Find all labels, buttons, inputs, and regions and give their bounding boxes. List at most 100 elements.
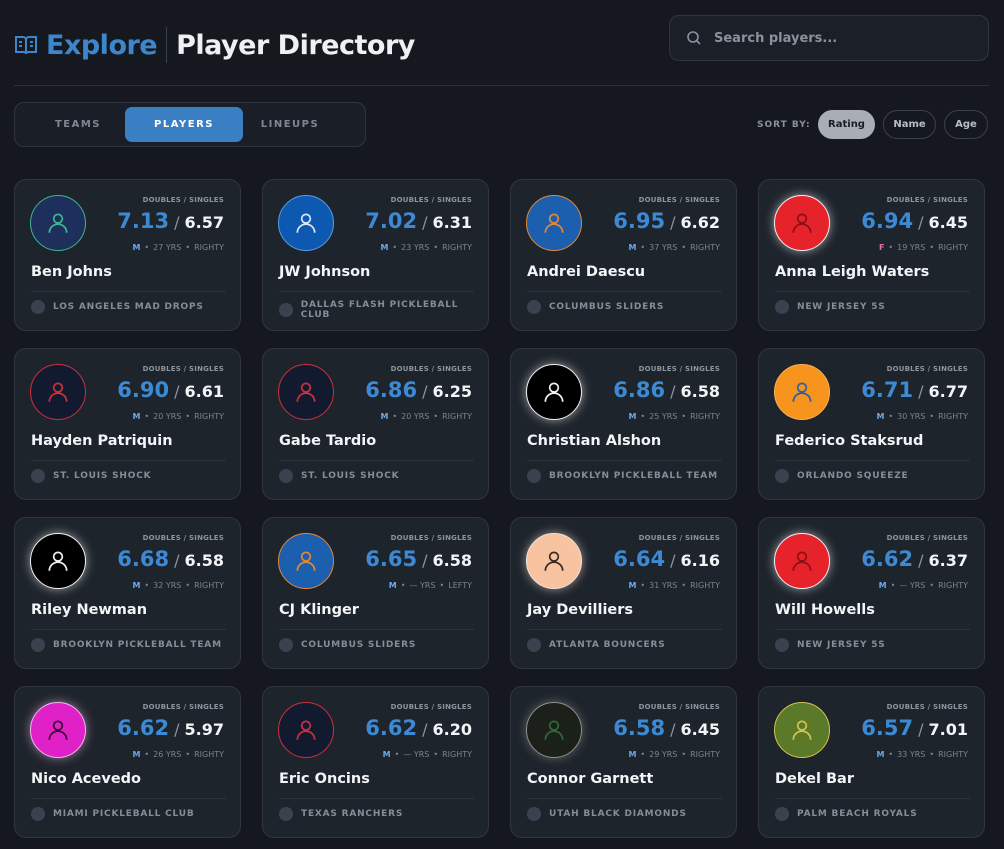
player-card[interactable]: DOUBLES / SINGLES 7.136.57 M27 YRS RIGHTY Be…: [14, 179, 241, 331]
section-title[interactable]: Explore: [46, 29, 158, 61]
player-card[interactable]: DOUBLES / SINGLES 6.577.01 M33 YRS RIGHTY De…: [758, 686, 985, 838]
team: COLUMBUS SLIDERS: [527, 300, 664, 314]
singles-rating: 6.77: [913, 382, 968, 401]
player-card[interactable]: DOUBLES / SINGLES 6.656.58 M — YRS LEFTY CJ K…: [262, 517, 489, 669]
sort-option[interactable]: Rating: [818, 110, 875, 139]
person-icon: [792, 213, 812, 233]
ratings: 6.625.97: [117, 716, 224, 740]
age: 29 YRS: [640, 750, 677, 759]
player-card[interactable]: DOUBLES / SINGLES 6.626.37 M — YRS RIGHTY Wil…: [758, 517, 985, 669]
player-card[interactable]: DOUBLES / SINGLES 6.646.16 M31 YRS RIGHTY Ja…: [510, 517, 737, 669]
team-name: UTAH BLACK DIAMONDS: [549, 809, 687, 819]
doubles-rating: 6.62: [861, 547, 914, 571]
divider: [775, 460, 970, 461]
avatar: [774, 364, 830, 420]
search-box[interactable]: Search players...: [669, 15, 989, 61]
sort-option[interactable]: Name: [883, 110, 936, 139]
player-card[interactable]: DOUBLES / SINGLES 6.626.20 M — YRS RIGHTY Eri…: [262, 686, 489, 838]
singles-rating: 6.58: [417, 551, 472, 570]
doubles-rating: 7.02: [365, 209, 418, 233]
player-card[interactable]: DOUBLES / SINGLES 7.026.31 M23 YRS RIGHTY JW…: [262, 179, 489, 331]
rating-label: DOUBLES / SINGLES: [390, 534, 472, 542]
player-name: Christian Alshon: [527, 433, 662, 449]
player-meta: M30 YRS RIGHTY: [876, 412, 968, 421]
doubles-rating: 6.62: [365, 716, 418, 740]
singles-rating: 6.58: [169, 551, 224, 570]
team-logo: [31, 638, 45, 652]
age: 32 YRS: [144, 581, 181, 590]
tab[interactable]: TEAMS: [54, 119, 102, 130]
person-icon: [792, 551, 812, 571]
person-icon: [544, 213, 564, 233]
team-logo: [31, 469, 45, 483]
player-card[interactable]: DOUBLES / SINGLES 6.586.45 M29 YRS RIGHTY Co…: [510, 686, 737, 838]
gender: M: [382, 750, 391, 759]
team-name: ST. LOUIS SHOCK: [301, 471, 400, 481]
avatar: [278, 533, 334, 589]
team-logo: [527, 300, 541, 314]
team-name: DALLAS FLASH PICKLEBALL CLUB: [300, 300, 459, 320]
team-logo: [527, 807, 541, 821]
handedness: RIGHTY: [929, 750, 968, 759]
rating-label: DOUBLES / SINGLES: [886, 365, 968, 373]
handedness: RIGHTY: [681, 581, 720, 590]
team-logo: [775, 638, 789, 652]
player-name: CJ Klinger: [279, 602, 359, 618]
player-card[interactable]: DOUBLES / SINGLES 6.625.97 M26 YRS RIGHTY Ni…: [14, 686, 241, 838]
player-card[interactable]: DOUBLES / SINGLES 6.956.62 M37 YRS RIGHTY An…: [510, 179, 737, 331]
rating-label: DOUBLES / SINGLES: [638, 365, 720, 373]
avatar: [774, 533, 830, 589]
doubles-rating: 6.65: [365, 547, 418, 571]
person-icon: [296, 720, 316, 740]
team: BROOKLYN PICKLEBALL TEAM: [527, 469, 718, 483]
gender: M: [132, 750, 141, 759]
ratings: 6.686.58: [117, 547, 224, 571]
rating-label: DOUBLES / SINGLES: [638, 196, 720, 204]
player-card[interactable]: DOUBLES / SINGLES 6.686.58 M32 YRS RIGHTY Ri…: [14, 517, 241, 669]
avatar: [526, 533, 582, 589]
rating-label: DOUBLES / SINGLES: [390, 703, 472, 711]
singles-rating: 6.31: [417, 213, 472, 232]
team: BROOKLYN PICKLEBALL TEAM: [31, 638, 222, 652]
player-card[interactable]: DOUBLES / SINGLES 6.716.77 M30 YRS RIGHTY Fe…: [758, 348, 985, 500]
singles-rating: 6.61: [169, 382, 224, 401]
player-meta: F19 YRS RIGHTY: [879, 243, 968, 252]
sort-label: SORT BY:: [757, 120, 811, 130]
player-card[interactable]: DOUBLES / SINGLES 6.906.61 M20 YRS RIGHTY Ha…: [14, 348, 241, 500]
handedness: LEFTY: [440, 581, 472, 590]
ratings: 6.626.20: [365, 716, 472, 740]
divider: [775, 629, 970, 630]
avatar: [774, 702, 830, 758]
tab[interactable]: LINEUPS: [260, 119, 320, 130]
handedness: RIGHTY: [929, 581, 968, 590]
player-card[interactable]: DOUBLES / SINGLES 6.866.25 M20 YRS RIGHTY Ga…: [262, 348, 489, 500]
singles-rating: 6.25: [417, 382, 472, 401]
doubles-rating: 6.71: [861, 378, 914, 402]
ratings: 6.656.58: [365, 547, 472, 571]
team-name: TEXAS RANCHERS: [301, 809, 404, 819]
age: 23 YRS: [392, 243, 429, 252]
person-icon: [792, 382, 812, 402]
team: NEW JERSEY 5S: [775, 638, 886, 652]
singles-rating: 6.37: [913, 551, 968, 570]
team: UTAH BLACK DIAMONDS: [527, 807, 687, 821]
player-name: Gabe Tardio: [279, 433, 377, 449]
player-card[interactable]: DOUBLES / SINGLES 6.866.58 M25 YRS RIGHTY Ch…: [510, 348, 737, 500]
gender: M: [132, 412, 141, 421]
divider: [775, 291, 970, 292]
handedness: RIGHTY: [433, 750, 472, 759]
handedness: RIGHTY: [185, 750, 224, 759]
player-card[interactable]: DOUBLES / SINGLES 6.946.45 F19 YRS RIGHTY An…: [758, 179, 985, 331]
doubles-rating: 6.68: [117, 547, 170, 571]
rating-label: DOUBLES / SINGLES: [142, 534, 224, 542]
player-name: JW Johnson: [279, 264, 371, 280]
player-meta: M27 YRS RIGHTY: [132, 243, 224, 252]
player-name: Riley Newman: [31, 602, 148, 618]
player-meta: M33 YRS RIGHTY: [876, 750, 968, 759]
page-title: Player Directory: [176, 29, 415, 61]
sort-option[interactable]: Age: [944, 110, 988, 139]
doubles-rating: 6.64: [613, 547, 666, 571]
tab[interactable]: PLAYERS: [125, 107, 243, 142]
divider: [279, 291, 474, 292]
